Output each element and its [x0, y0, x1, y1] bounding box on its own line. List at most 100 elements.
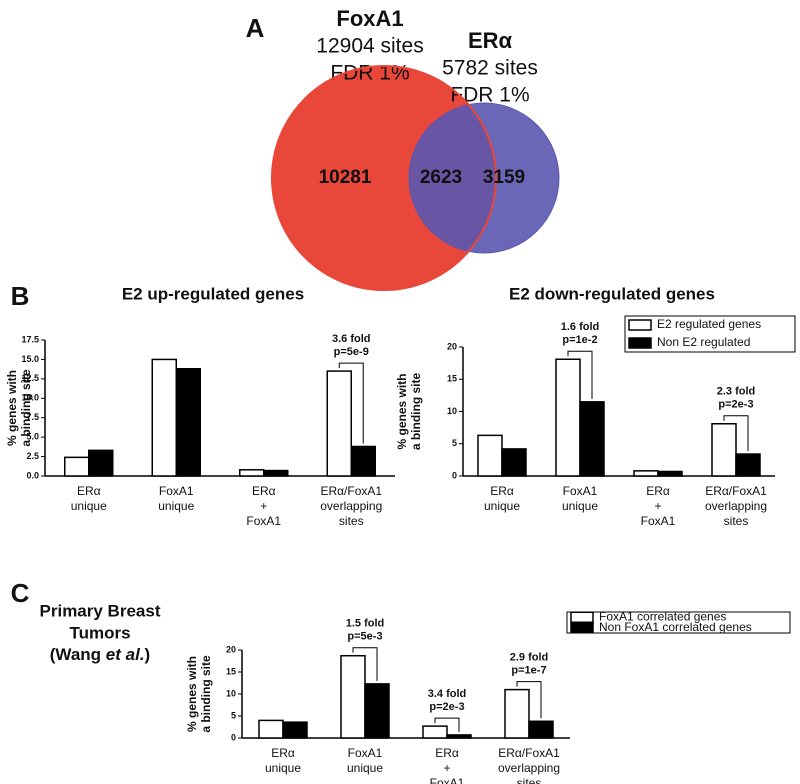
y-tick-label: 0 — [452, 470, 457, 480]
side-label-part: et al. — [106, 645, 145, 664]
bar — [657, 470, 683, 477]
x-tick-label: overlapping — [498, 761, 560, 775]
x-tick-label: ERα — [435, 746, 459, 760]
y-axis-label-line: % genes with — [5, 370, 19, 446]
panel-label: B — [11, 281, 30, 311]
x-tick-label: FoxA1 — [563, 484, 598, 498]
bar — [239, 469, 265, 477]
x-tick-label: FoxA1 — [159, 484, 194, 498]
x-tick-label: + — [443, 761, 450, 775]
x-tick-label: unique — [71, 499, 107, 513]
bar — [579, 401, 605, 477]
annotation: p=5e-9 — [334, 346, 369, 358]
x-tick-label: ERα/FoxA1 — [320, 484, 382, 498]
y-axis-label: % genes witha binding site — [185, 655, 213, 733]
bar — [364, 683, 390, 739]
x-tick-label: unique — [562, 499, 598, 513]
x-tick-label: unique — [158, 499, 194, 513]
legend-label: E2 regulated genes — [657, 317, 761, 331]
annotation: p=5e-3 — [347, 631, 382, 643]
x-tick-label: overlapping — [320, 499, 382, 513]
y-axis-label-line: a binding site — [409, 373, 423, 451]
x-tick-label: + — [654, 499, 661, 513]
x-tick-label: FoxA1 — [348, 746, 383, 760]
bar — [64, 456, 90, 477]
venn-circle — [408, 102, 560, 254]
bar — [446, 734, 472, 739]
y-axis-label-line: % genes with — [185, 656, 199, 732]
bar — [735, 453, 761, 477]
significance-bracket — [723, 415, 749, 452]
legend-box — [566, 611, 791, 634]
bar — [88, 449, 114, 477]
significance-bracket — [434, 717, 460, 732]
side-label-part: (Wang — [50, 645, 106, 664]
bar — [555, 358, 581, 477]
significance-bracket — [352, 647, 378, 681]
y-tick-label: 7.5 — [26, 412, 39, 422]
y-tick-label: 20 — [226, 644, 236, 654]
region-count: 2623 — [420, 167, 462, 188]
annotation: p=1e-2 — [562, 334, 597, 346]
x-tick-label: + — [260, 499, 267, 513]
x-tick-label: ERα — [490, 484, 514, 498]
x-tick-label: sites — [517, 776, 542, 784]
annotation: 3.6 fold — [332, 333, 371, 345]
region-count: 3159 — [483, 167, 525, 188]
bar — [340, 654, 366, 739]
bar — [422, 725, 448, 739]
side-label: Tumors — [69, 623, 130, 642]
y-tick-label: 17.5 — [21, 334, 39, 344]
x-tick-label: ERα — [252, 484, 276, 498]
side-label: (Wang et al.) — [50, 645, 150, 664]
y-tick-label: 10 — [447, 406, 457, 416]
set-size: 12904 sites — [316, 35, 423, 58]
legend-label: Non FoxA1 correlated genes — [599, 620, 752, 634]
legend-swatch — [570, 622, 594, 634]
bar — [504, 688, 530, 739]
y-axis-label-line: % genes with — [395, 373, 409, 449]
significance-bracket — [338, 362, 364, 444]
y-tick-label: 0 — [231, 732, 236, 742]
y-axis-label: % genes witha binding site — [395, 373, 423, 451]
x-tick-label: ERα/FoxA1 — [705, 484, 767, 498]
x-tick-label: sites — [339, 514, 364, 528]
set-name: ERα — [468, 28, 513, 53]
bar — [477, 434, 503, 477]
y-tick-label: 15 — [226, 666, 236, 676]
chart-title: E2 up-regulated genes — [122, 284, 304, 303]
y-tick-label: 5 — [231, 710, 236, 720]
venn-overlap-outline — [271, 65, 497, 291]
bar — [350, 445, 376, 477]
annotation: p=1e-7 — [511, 665, 546, 677]
chart-title: E2 down-regulated genes — [509, 284, 715, 303]
panel-label: C — [11, 578, 30, 608]
y-tick-label: 10 — [226, 688, 236, 698]
annotation: 3.4 fold — [428, 688, 467, 700]
x-tick-label: FoxA1 — [430, 776, 465, 784]
bar — [528, 720, 554, 739]
y-axis-label-line: a binding site — [199, 655, 213, 733]
annotation: 1.6 fold — [561, 321, 600, 333]
y-tick-label: 15 — [447, 374, 457, 384]
x-tick-label: unique — [347, 761, 383, 775]
bar — [501, 448, 527, 477]
panel-label: A — [246, 13, 265, 43]
x-tick-label: unique — [265, 761, 301, 775]
side-label: Primary Breast — [40, 601, 161, 620]
x-tick-label: unique — [484, 499, 520, 513]
y-tick-label: 15.0 — [21, 354, 39, 364]
y-axis-label: % genes witha binding site — [5, 369, 33, 447]
legend-swatch — [628, 337, 652, 349]
set-size: 5782 sites — [442, 57, 538, 80]
annotation: p=2e-3 — [429, 701, 464, 713]
bar — [258, 719, 284, 739]
x-tick-label: ERα — [271, 746, 295, 760]
annotation: 2.9 fold — [510, 652, 549, 664]
side-label-part: ) — [145, 645, 151, 664]
y-tick-label: 5 — [452, 438, 457, 448]
set-name: FoxA1 — [336, 6, 403, 31]
y-tick-label: 12.5 — [21, 373, 39, 383]
legend-swatch — [628, 319, 652, 331]
